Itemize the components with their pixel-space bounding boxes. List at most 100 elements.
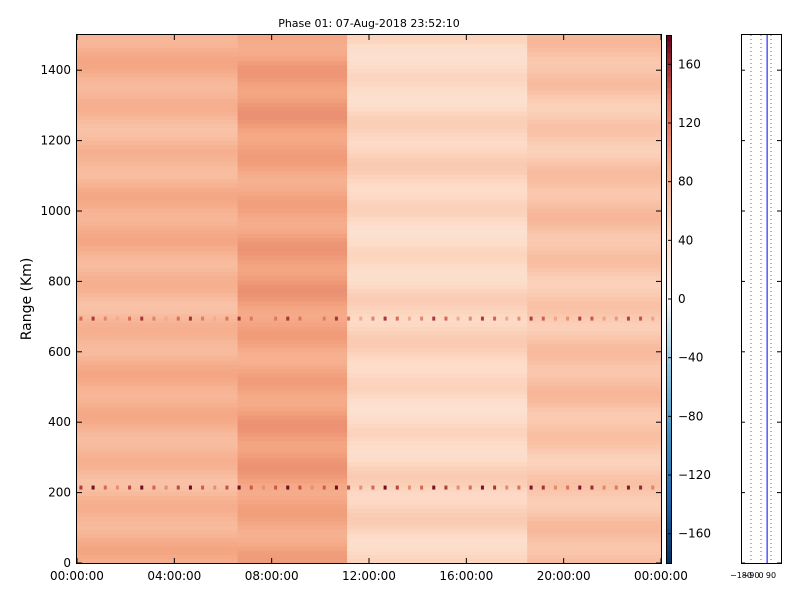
heatmap-cell	[527, 39, 662, 44]
heatmap-cell	[77, 516, 239, 522]
heatmap-cell	[347, 64, 528, 70]
heatmap-cell	[527, 170, 662, 175]
heatmap-cell	[77, 237, 239, 243]
heatmap-cell	[527, 220, 662, 226]
heatmap-cell	[347, 368, 528, 374]
heatmap-cell	[527, 195, 662, 201]
heatmap-cell	[347, 448, 528, 454]
heatmap-cell	[77, 537, 239, 543]
heatmap-band-cell	[468, 316, 472, 321]
heatmap-cell	[77, 432, 239, 437]
colorbar-segment	[666, 410, 671, 417]
heatmap-cell	[77, 482, 239, 488]
heatmap-cell	[237, 356, 348, 361]
heatmap-cell	[77, 360, 239, 365]
heatmap-cell	[527, 47, 662, 53]
heatmap-cell	[77, 474, 239, 480]
heatmap-cell	[237, 503, 348, 509]
heatmap-cell	[77, 241, 239, 247]
heatmap-cell	[347, 347, 528, 353]
heatmap-cell	[347, 465, 528, 471]
heatmap-band-cell	[493, 316, 497, 321]
heatmap-cell	[237, 377, 348, 382]
heatmap-cell	[527, 461, 662, 467]
heatmap-cell	[527, 432, 662, 437]
colorbar-segment	[666, 486, 671, 494]
colorbar-segment	[666, 422, 671, 429]
heatmap-cell	[527, 258, 662, 264]
heatmap-cell	[237, 516, 348, 522]
heatmap-cell	[237, 267, 348, 273]
colorbar-segment	[666, 169, 671, 177]
heatmap-cell	[527, 178, 662, 184]
heatmap-cell	[237, 123, 348, 129]
heatmap-cell	[347, 457, 528, 463]
colorbar-segment	[666, 158, 671, 165]
heatmap-cell	[527, 550, 662, 556]
heatmap-band-cell	[493, 485, 497, 490]
heatmap-cell	[77, 347, 239, 353]
heatmap-cell	[77, 423, 239, 429]
heatmap-cell	[347, 182, 528, 188]
heatmap-cell	[77, 250, 239, 256]
heatmap-band-cell	[128, 485, 132, 490]
heatmap-cell	[237, 39, 348, 44]
heatmap-cell	[237, 491, 348, 496]
side-frame	[741, 34, 782, 564]
heatmap-cell	[347, 309, 528, 315]
heatmap-cell	[347, 292, 528, 298]
heatmap-band-cell	[261, 485, 265, 490]
colorbar-tick-label: −120	[678, 468, 711, 482]
heatmap-cell	[347, 415, 528, 420]
heatmap-cell	[347, 334, 528, 340]
heatmap-cell	[527, 199, 662, 205]
heatmap-cell	[237, 119, 348, 125]
heatmap-cell	[77, 229, 239, 235]
heatmap-cell	[527, 68, 662, 74]
heatmap-cell	[527, 436, 662, 442]
heatmap-cell	[527, 153, 662, 158]
heatmap-band-cell	[553, 316, 557, 321]
heatmap-band-cell	[91, 485, 95, 490]
heatmap-cell	[77, 322, 239, 327]
heatmap-cell	[237, 250, 348, 256]
heatmap-band-cell	[651, 485, 655, 490]
colorbar-segment	[666, 304, 671, 312]
heatmap-cell	[77, 301, 239, 306]
heatmap-cell	[237, 165, 348, 171]
heatmap-cell	[77, 309, 239, 315]
heatmap-band-cell	[407, 316, 411, 321]
heatmap-band-cell	[395, 485, 399, 490]
heatmap-cell	[527, 85, 662, 91]
heatmap-cell	[527, 35, 662, 40]
heatmap-cell	[237, 406, 348, 412]
heatmap-cell	[347, 267, 528, 273]
heatmap-band-cell	[298, 485, 302, 490]
heatmap-cell	[237, 237, 348, 243]
heatmap-cell	[237, 309, 348, 315]
heatmap-cell	[347, 377, 528, 382]
heatmap-cell	[527, 520, 662, 526]
heatmap-cell	[527, 216, 662, 222]
colorbar-segment	[666, 93, 671, 101]
heatmap-band-cell	[383, 316, 387, 321]
heatmap-cell	[347, 482, 528, 488]
heatmap-cell	[237, 254, 348, 260]
heatmap-cell	[527, 537, 662, 543]
heatmap-cell	[527, 254, 662, 260]
heatmap-cell	[527, 347, 662, 353]
heatmap-cell	[347, 372, 528, 378]
heatmap-cell	[527, 453, 662, 458]
colorbar-segment	[666, 216, 671, 224]
heatmap-band-cell	[626, 485, 630, 490]
colorbar-segment	[666, 492, 671, 499]
heatmap-band-cell	[371, 485, 375, 490]
heatmap-cell	[77, 381, 239, 387]
heatmap-cell	[77, 478, 239, 484]
heatmap-cell	[77, 486, 239, 492]
heatmap-band-cell	[249, 316, 253, 321]
heatmap-cell	[77, 546, 239, 551]
heatmap-cell	[77, 68, 239, 74]
heatmap-cell	[77, 233, 239, 239]
colorbar-segment	[666, 246, 671, 253]
